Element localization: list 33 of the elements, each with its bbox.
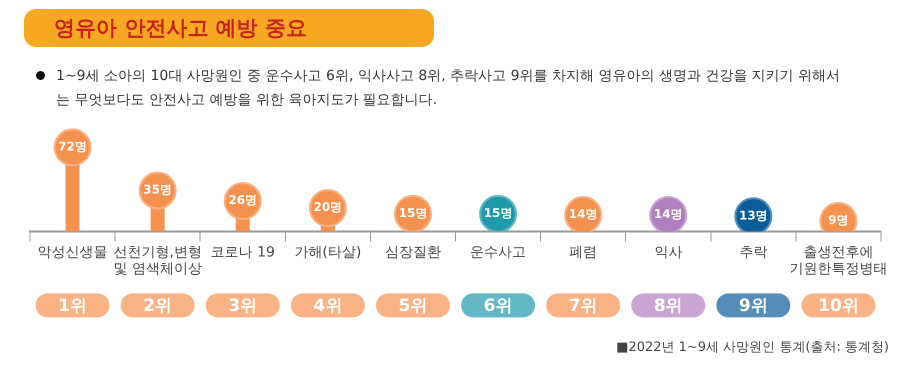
data-label: 35명 [143, 182, 172, 197]
text: ■2022년 1~9세 사망원인 통계(출처: 통계청) [616, 339, 889, 356]
text: 8위 [654, 296, 683, 316]
chart-title: 영유아 안전사고 예방 중요 [24, 9, 434, 47]
x-tick-label: 악성신생물 [38, 244, 108, 260]
data-label: 72명 [58, 139, 87, 154]
data-label: 9명 [828, 213, 849, 228]
x-tick-label: 가해(타살) [294, 244, 362, 260]
text: 1위 [58, 296, 87, 316]
text: 6위 [484, 296, 512, 316]
data-label: 14명 [568, 207, 598, 222]
text: 2위 [143, 296, 172, 316]
data-label: 14명 [654, 207, 683, 222]
x-tick-label: 운수사고 [470, 244, 526, 260]
text: 7위 [568, 296, 598, 316]
data-label: 26명 [228, 193, 258, 208]
x-tick-label: 익사 [654, 244, 682, 260]
data-label: 20명 [314, 200, 342, 214]
text: 9위 [738, 296, 768, 316]
text: 4위 [313, 296, 342, 316]
x-tick-label: 코로나 19 [210, 244, 275, 260]
chart-subtitle: 1~9세 소아의 10대 사망원인 중 운수사고 6위, 익사사고 8위, 추락사고 9위를 차지해 영유아의 생명과 건강을 지키기 위해서는 무엇보다도 안전사고 예방을 위한 육아지도가 필요합니다. [56, 67, 842, 110]
x-tick-label: 심장질환 [384, 244, 441, 260]
data-label: 13명 [739, 208, 768, 222]
data-label: 15명 [398, 206, 428, 220]
text: 3위 [228, 296, 258, 316]
x-tick-label: 출생전후에 기원한특정병태 [789, 244, 888, 278]
text: 5위 [398, 296, 428, 316]
text: 10위 [818, 296, 859, 316]
data-label: 15명 [484, 206, 512, 220]
x-tick-label: 폐렴 [569, 244, 598, 260]
x-tick-label: 추락 [739, 244, 768, 260]
x-tick-label: 선천기형,변형 및 염색체이상 [113, 244, 202, 278]
